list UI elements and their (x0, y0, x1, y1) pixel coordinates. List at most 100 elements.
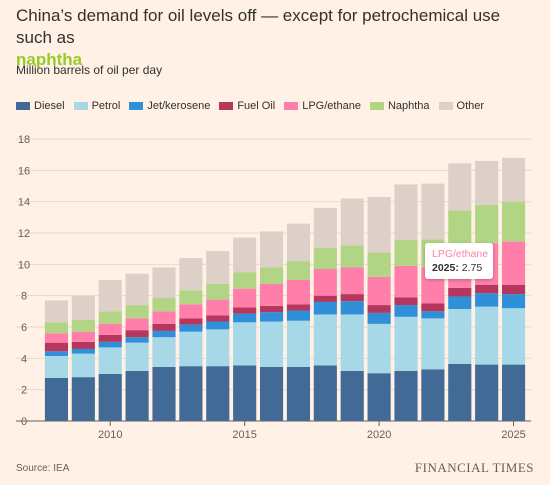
bar-petrol-2021 (394, 316, 418, 371)
bar-petrol-2008 (44, 355, 69, 378)
bar-naphtha-2008 (44, 322, 69, 334)
source-note: Source: IEA (16, 463, 70, 474)
bar-lpg-ethane-2009 (71, 331, 95, 342)
bar-diesel-2012 (152, 366, 176, 421)
legend-item-fuel-oil: Fuel Oil (219, 100, 275, 112)
legend-label-other: Other (456, 100, 485, 112)
bar-jet-kerosene-2016 (259, 312, 284, 322)
bar-other-2015 (233, 237, 257, 273)
legend-item-lpg-ethane: LPG/ethane (284, 100, 361, 112)
bar-petrol-2016 (259, 321, 284, 367)
bar-lpg-ethane-2014 (206, 299, 230, 316)
bar-diesel-2015 (233, 365, 257, 421)
bar-lpg-ethane-2018 (313, 269, 337, 296)
bar-other-2014 (206, 251, 230, 284)
bar-fuel-oil-2025 (501, 284, 526, 295)
bar-naphtha-2009 (71, 319, 95, 332)
bar-petrol-2025 (501, 308, 526, 365)
bar-naphtha-2025 (501, 201, 526, 242)
bar-other-2016 (259, 231, 284, 268)
bar-diesel-2011 (125, 370, 149, 421)
bar-jet-kerosene-2021 (394, 305, 418, 317)
bar-fuel-oil-2015 (233, 307, 257, 314)
legend-label-diesel: Diesel (34, 100, 65, 112)
chart-legend: Diesel Petrol Jet/kerosene Fuel Oil LPG/etha… (16, 99, 493, 113)
legend-item-petrol: Petrol (73, 100, 120, 112)
bar-lpg-ethane-2013 (179, 304, 203, 319)
bar-petrol-2020 (367, 323, 391, 374)
bar-petrol-2024 (475, 306, 499, 365)
bar-diesel-2020 (367, 373, 391, 421)
bar-diesel-2016 (259, 366, 284, 421)
bar-jet-kerosene-2012 (152, 330, 176, 338)
bar-diesel-2009 (71, 377, 95, 421)
y-tick-label-14: 14 (18, 197, 30, 209)
bar-diesel-2023 (448, 363, 472, 421)
bar-jet-kerosene-2014 (206, 321, 230, 330)
bar-diesel-2025 (501, 364, 526, 421)
legend-item-diesel: Diesel (16, 100, 65, 112)
y-tick-label-4: 4 (21, 353, 27, 365)
bar-naphtha-2015 (233, 272, 257, 289)
bar-fuel-oil-2022 (421, 303, 445, 312)
bar-diesel-2014 (206, 366, 230, 421)
legend-item-other: Other (438, 100, 485, 112)
bar-diesel-2018 (313, 365, 337, 421)
bar-jet-kerosene-2008 (44, 351, 69, 356)
bar-petrol-2017 (286, 320, 311, 367)
legend-item-naphtha: Naphtha (369, 100, 430, 112)
bar-diesel-2010 (98, 374, 122, 421)
legend-label-jet-kerosene: Jet/kerosene (147, 100, 211, 112)
tooltip-value-line: 2025: 2.75 (432, 261, 493, 275)
bar-other-2022 (421, 183, 445, 240)
bar-naphtha-2019 (340, 245, 364, 268)
bar-jet-kerosene-2011 (125, 337, 149, 343)
legend-swatch-other (438, 102, 453, 110)
bar-other-2008 (44, 300, 69, 323)
bar-other-2021 (394, 184, 418, 241)
chart-title-text: China’s demand for oil levels off — exce… (16, 6, 501, 47)
legend-swatch-petrol (73, 102, 88, 110)
x-tick-label-2015: 2015 (232, 429, 256, 441)
bar-fuel-oil-2009 (71, 341, 95, 349)
bar-jet-kerosene-2023 (448, 296, 472, 309)
bar-lpg-ethane-2010 (98, 323, 122, 335)
bar-fuel-oil-2013 (179, 318, 203, 325)
bar-petrol-2009 (71, 353, 95, 378)
y-tick-label-0: 0 (21, 416, 27, 428)
bar-other-2009 (71, 295, 95, 320)
bar-other-2025 (501, 157, 526, 202)
bar-naphtha-2020 (367, 252, 391, 277)
bar-naphtha-2021 (394, 240, 418, 266)
bar-naphtha-2012 (152, 298, 176, 312)
legend-swatch-lpg-ethane (284, 102, 299, 110)
legend-label-fuel-oil: Fuel Oil (237, 100, 276, 112)
bar-fuel-oil-2019 (340, 294, 364, 302)
bar-jet-kerosene-2025 (501, 294, 526, 309)
bar-fuel-oil-2017 (286, 304, 311, 311)
y-tick-label-12: 12 (18, 228, 30, 240)
bar-diesel-2024 (475, 364, 499, 421)
bar-petrol-2011 (125, 342, 149, 371)
tooltip-series-name: LPG/ethane (432, 248, 489, 260)
legend-swatch-fuel-oil (219, 102, 234, 110)
bar-petrol-2015 (233, 322, 257, 366)
bar-naphtha-2023 (448, 210, 472, 248)
chart-subtitle: Million barrels of oil per day (16, 63, 163, 77)
bar-lpg-ethane-2012 (152, 311, 176, 324)
x-tick-label-2025: 2025 (501, 429, 525, 441)
bar-jet-kerosene-2017 (286, 310, 311, 321)
bar-jet-kerosene-2019 (340, 301, 364, 315)
chart-title: China’s demand for oil levels off — exce… (16, 5, 536, 71)
bar-fuel-oil-2024 (475, 284, 499, 294)
y-tick-label-10: 10 (18, 259, 30, 271)
bar-petrol-2018 (313, 314, 337, 366)
bar-diesel-2019 (340, 370, 364, 421)
bar-lpg-ethane-2020 (367, 276, 391, 306)
bar-lpg-ethane-2025 (501, 241, 526, 285)
legend-item-jet-kerosene: Jet/kerosene (129, 100, 210, 112)
bar-other-2024 (475, 160, 499, 205)
legend-label-naphtha: Naphtha (387, 100, 430, 112)
y-tick-label-18: 18 (18, 134, 30, 146)
bar-fuel-oil-2020 (367, 305, 391, 313)
